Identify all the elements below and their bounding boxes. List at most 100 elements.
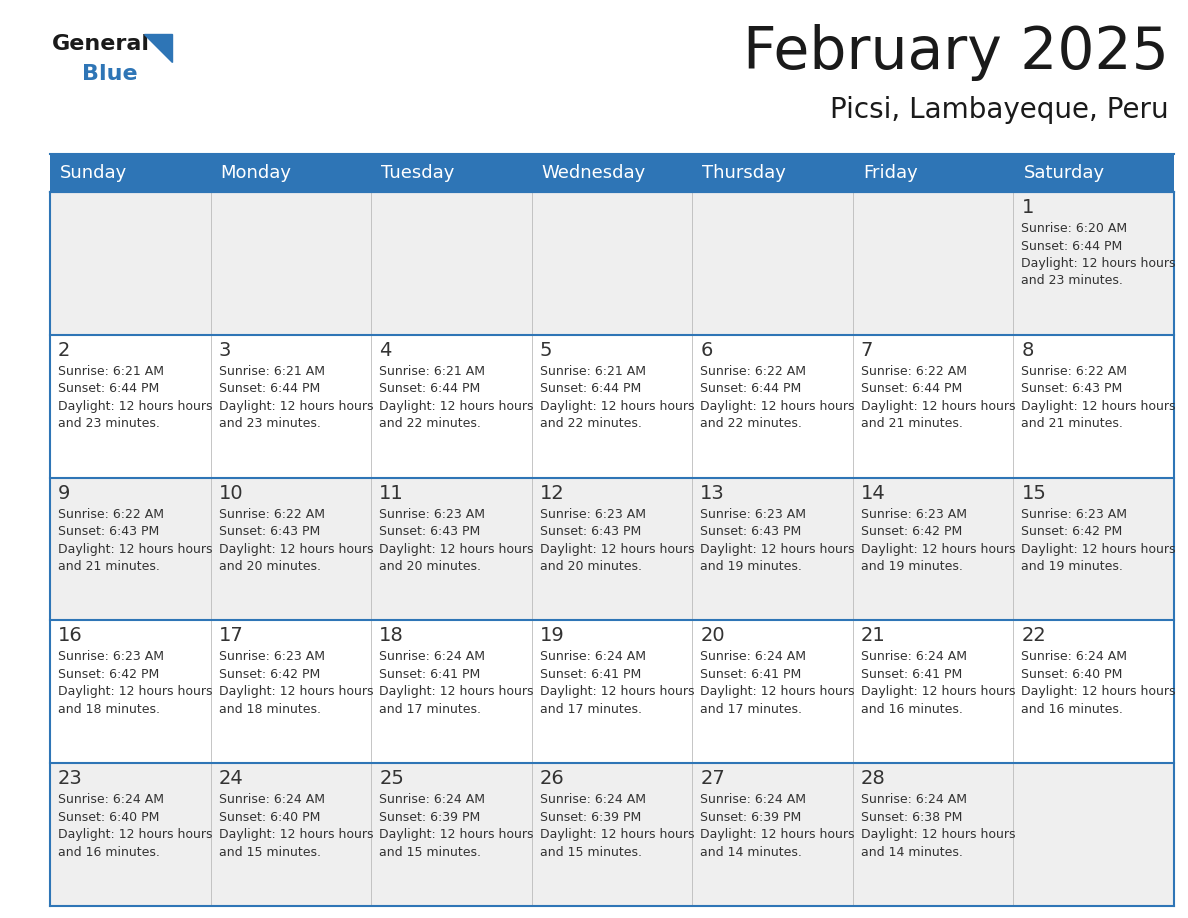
- Text: Sunrise: 6:24 AM
Sunset: 6:40 PM
Daylight: 12 hours hours
and 16 minutes.: Sunrise: 6:24 AM Sunset: 6:40 PM Dayligh…: [1022, 650, 1176, 716]
- Text: Sunrise: 6:24 AM
Sunset: 6:41 PM
Daylight: 12 hours hours
and 17 minutes.: Sunrise: 6:24 AM Sunset: 6:41 PM Dayligh…: [700, 650, 855, 716]
- Bar: [693, 763, 853, 906]
- Bar: [532, 763, 693, 906]
- Text: 8: 8: [1022, 341, 1034, 360]
- Text: Sunrise: 6:23 AM
Sunset: 6:42 PM
Daylight: 12 hours hours
and 18 minutes.: Sunrise: 6:23 AM Sunset: 6:42 PM Dayligh…: [58, 650, 213, 716]
- Bar: [532, 477, 693, 621]
- Bar: [693, 621, 853, 763]
- Bar: [853, 477, 1013, 621]
- Text: 25: 25: [379, 769, 404, 789]
- Bar: [693, 477, 853, 621]
- Text: 7: 7: [861, 341, 873, 360]
- Text: 1: 1: [1022, 198, 1034, 217]
- Bar: [693, 192, 853, 335]
- Text: 21: 21: [861, 626, 885, 645]
- Text: 4: 4: [379, 341, 392, 360]
- Text: 5: 5: [539, 341, 552, 360]
- Text: 24: 24: [219, 769, 244, 789]
- Text: Saturday: Saturday: [1023, 164, 1105, 182]
- Text: Friday: Friday: [862, 164, 917, 182]
- Text: Sunrise: 6:22 AM
Sunset: 6:44 PM
Daylight: 12 hours hours
and 21 minutes.: Sunrise: 6:22 AM Sunset: 6:44 PM Dayligh…: [861, 364, 1016, 431]
- Text: Sunrise: 6:23 AM
Sunset: 6:43 PM
Daylight: 12 hours hours
and 20 minutes.: Sunrise: 6:23 AM Sunset: 6:43 PM Dayligh…: [539, 508, 694, 573]
- Bar: [853, 192, 1013, 335]
- Text: Sunrise: 6:21 AM
Sunset: 6:44 PM
Daylight: 12 hours hours
and 23 minutes.: Sunrise: 6:21 AM Sunset: 6:44 PM Dayligh…: [58, 364, 213, 431]
- Bar: [210, 335, 371, 477]
- Bar: [1013, 621, 1174, 763]
- Text: Sunrise: 6:24 AM
Sunset: 6:39 PM
Daylight: 12 hours hours
and 14 minutes.: Sunrise: 6:24 AM Sunset: 6:39 PM Dayligh…: [700, 793, 855, 858]
- Bar: [532, 621, 693, 763]
- Text: 6: 6: [700, 341, 713, 360]
- Bar: [1013, 192, 1174, 335]
- Text: Monday: Monday: [221, 164, 291, 182]
- Text: Sunrise: 6:20 AM
Sunset: 6:44 PM
Daylight: 12 hours hours
and 23 minutes.: Sunrise: 6:20 AM Sunset: 6:44 PM Dayligh…: [1022, 222, 1176, 287]
- Text: 15: 15: [1022, 484, 1047, 502]
- Bar: [50, 154, 1174, 192]
- Text: Sunrise: 6:22 AM
Sunset: 6:44 PM
Daylight: 12 hours hours
and 22 minutes.: Sunrise: 6:22 AM Sunset: 6:44 PM Dayligh…: [700, 364, 855, 431]
- Text: Sunrise: 6:21 AM
Sunset: 6:44 PM
Daylight: 12 hours hours
and 23 minutes.: Sunrise: 6:21 AM Sunset: 6:44 PM Dayligh…: [219, 364, 373, 431]
- Text: 2: 2: [58, 341, 70, 360]
- Text: Sunrise: 6:23 AM
Sunset: 6:42 PM
Daylight: 12 hours hours
and 18 minutes.: Sunrise: 6:23 AM Sunset: 6:42 PM Dayligh…: [219, 650, 373, 716]
- Bar: [1013, 335, 1174, 477]
- Text: Thursday: Thursday: [702, 164, 786, 182]
- Bar: [210, 621, 371, 763]
- Text: Sunrise: 6:23 AM
Sunset: 6:42 PM
Daylight: 12 hours hours
and 19 minutes.: Sunrise: 6:23 AM Sunset: 6:42 PM Dayligh…: [861, 508, 1016, 573]
- Text: Tuesday: Tuesday: [381, 164, 455, 182]
- Text: 3: 3: [219, 341, 230, 360]
- Text: 19: 19: [539, 626, 564, 645]
- Polygon shape: [144, 34, 172, 62]
- Bar: [371, 192, 532, 335]
- Text: Sunrise: 6:24 AM
Sunset: 6:41 PM
Daylight: 12 hours hours
and 17 minutes.: Sunrise: 6:24 AM Sunset: 6:41 PM Dayligh…: [379, 650, 533, 716]
- Text: Sunrise: 6:24 AM
Sunset: 6:40 PM
Daylight: 12 hours hours
and 16 minutes.: Sunrise: 6:24 AM Sunset: 6:40 PM Dayligh…: [58, 793, 213, 858]
- Bar: [1013, 477, 1174, 621]
- Text: 23: 23: [58, 769, 83, 789]
- Text: 26: 26: [539, 769, 564, 789]
- Text: General: General: [52, 34, 150, 54]
- Text: Sunrise: 6:24 AM
Sunset: 6:38 PM
Daylight: 12 hours hours
and 14 minutes.: Sunrise: 6:24 AM Sunset: 6:38 PM Dayligh…: [861, 793, 1016, 858]
- Text: 12: 12: [539, 484, 564, 502]
- Text: Sunrise: 6:22 AM
Sunset: 6:43 PM
Daylight: 12 hours hours
and 21 minutes.: Sunrise: 6:22 AM Sunset: 6:43 PM Dayligh…: [1022, 364, 1176, 431]
- Text: Sunrise: 6:23 AM
Sunset: 6:43 PM
Daylight: 12 hours hours
and 20 minutes.: Sunrise: 6:23 AM Sunset: 6:43 PM Dayligh…: [379, 508, 533, 573]
- Text: Sunrise: 6:24 AM
Sunset: 6:40 PM
Daylight: 12 hours hours
and 15 minutes.: Sunrise: 6:24 AM Sunset: 6:40 PM Dayligh…: [219, 793, 373, 858]
- Bar: [532, 335, 693, 477]
- Text: 27: 27: [700, 769, 725, 789]
- Bar: [853, 621, 1013, 763]
- Bar: [210, 192, 371, 335]
- Bar: [371, 477, 532, 621]
- Text: Sunrise: 6:22 AM
Sunset: 6:43 PM
Daylight: 12 hours hours
and 20 minutes.: Sunrise: 6:22 AM Sunset: 6:43 PM Dayligh…: [219, 508, 373, 573]
- Bar: [50, 621, 210, 763]
- Text: 22: 22: [1022, 626, 1047, 645]
- Text: 18: 18: [379, 626, 404, 645]
- Text: 11: 11: [379, 484, 404, 502]
- Text: Blue: Blue: [82, 64, 138, 84]
- Bar: [532, 192, 693, 335]
- Text: Sunrise: 6:23 AM
Sunset: 6:43 PM
Daylight: 12 hours hours
and 19 minutes.: Sunrise: 6:23 AM Sunset: 6:43 PM Dayligh…: [700, 508, 855, 573]
- Text: 9: 9: [58, 484, 70, 502]
- Bar: [853, 335, 1013, 477]
- Text: 13: 13: [700, 484, 725, 502]
- Text: Picsi, Lambayeque, Peru: Picsi, Lambayeque, Peru: [830, 96, 1169, 124]
- Bar: [371, 335, 532, 477]
- Bar: [50, 763, 210, 906]
- Text: 20: 20: [700, 626, 725, 645]
- Bar: [50, 192, 210, 335]
- Text: Sunrise: 6:22 AM
Sunset: 6:43 PM
Daylight: 12 hours hours
and 21 minutes.: Sunrise: 6:22 AM Sunset: 6:43 PM Dayligh…: [58, 508, 213, 573]
- Text: 28: 28: [861, 769, 885, 789]
- Text: 17: 17: [219, 626, 244, 645]
- Text: Sunrise: 6:24 AM
Sunset: 6:39 PM
Daylight: 12 hours hours
and 15 minutes.: Sunrise: 6:24 AM Sunset: 6:39 PM Dayligh…: [379, 793, 533, 858]
- Bar: [210, 477, 371, 621]
- Text: February 2025: February 2025: [744, 24, 1169, 81]
- Bar: [371, 763, 532, 906]
- Bar: [50, 335, 210, 477]
- Text: 10: 10: [219, 484, 244, 502]
- Text: Sunday: Sunday: [61, 164, 127, 182]
- Text: Sunrise: 6:21 AM
Sunset: 6:44 PM
Daylight: 12 hours hours
and 22 minutes.: Sunrise: 6:21 AM Sunset: 6:44 PM Dayligh…: [539, 364, 694, 431]
- Text: Sunrise: 6:24 AM
Sunset: 6:41 PM
Daylight: 12 hours hours
and 16 minutes.: Sunrise: 6:24 AM Sunset: 6:41 PM Dayligh…: [861, 650, 1016, 716]
- Bar: [50, 477, 210, 621]
- Text: Wednesday: Wednesday: [542, 164, 646, 182]
- Text: Sunrise: 6:24 AM
Sunset: 6:39 PM
Daylight: 12 hours hours
and 15 minutes.: Sunrise: 6:24 AM Sunset: 6:39 PM Dayligh…: [539, 793, 694, 858]
- Text: 16: 16: [58, 626, 83, 645]
- Text: Sunrise: 6:24 AM
Sunset: 6:41 PM
Daylight: 12 hours hours
and 17 minutes.: Sunrise: 6:24 AM Sunset: 6:41 PM Dayligh…: [539, 650, 694, 716]
- Text: Sunrise: 6:21 AM
Sunset: 6:44 PM
Daylight: 12 hours hours
and 22 minutes.: Sunrise: 6:21 AM Sunset: 6:44 PM Dayligh…: [379, 364, 533, 431]
- Text: Sunrise: 6:23 AM
Sunset: 6:42 PM
Daylight: 12 hours hours
and 19 minutes.: Sunrise: 6:23 AM Sunset: 6:42 PM Dayligh…: [1022, 508, 1176, 573]
- Bar: [1013, 763, 1174, 906]
- Bar: [853, 763, 1013, 906]
